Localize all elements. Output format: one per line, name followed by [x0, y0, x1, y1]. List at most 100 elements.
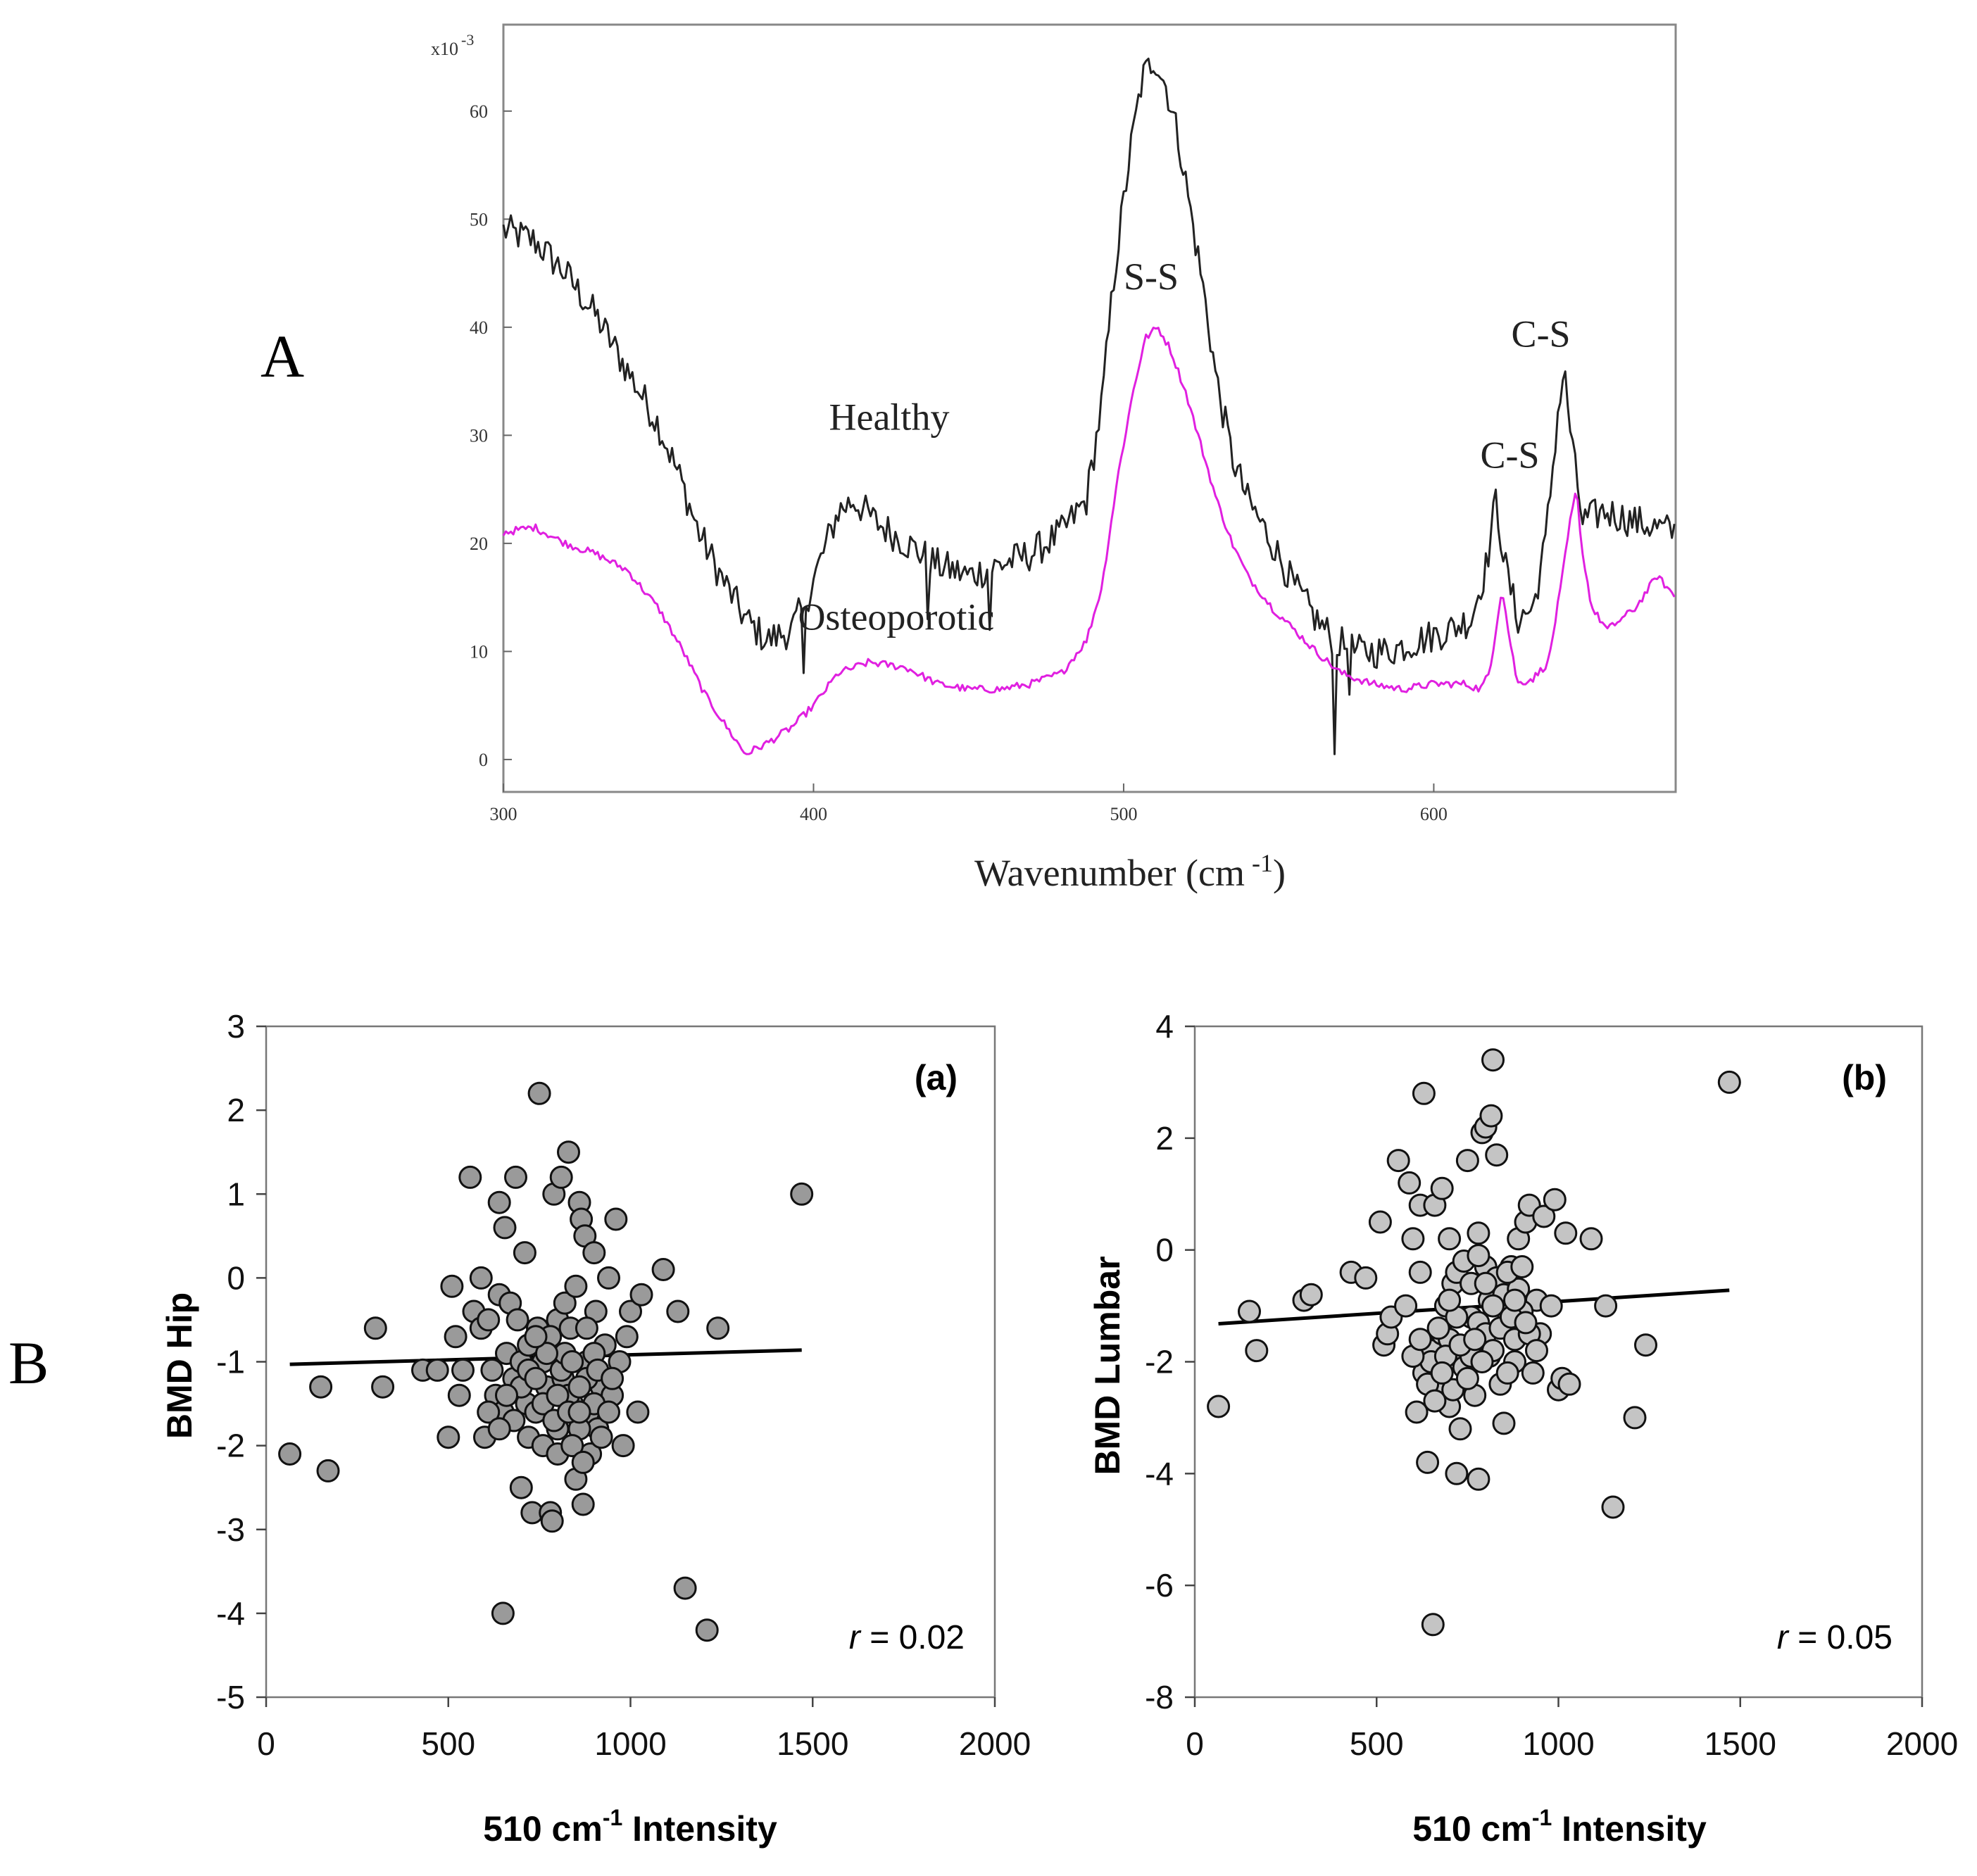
scatter-point — [1421, 1613, 1445, 1637]
spectrum-annotation: Healthy — [829, 396, 950, 439]
y-tick-label: -6 — [1145, 1567, 1174, 1604]
scatter-point — [363, 1316, 387, 1340]
x-tick-label: 2000 — [959, 1725, 1031, 1762]
spectrum-x-ticks: 300 400 500 600 — [490, 783, 1448, 824]
scatter-point — [1455, 1366, 1479, 1390]
scatter-point — [524, 1366, 548, 1390]
scatter-point — [506, 1308, 529, 1332]
scatter-hip-r-number: = 0.02 — [860, 1619, 965, 1656]
scatter-point — [601, 1366, 625, 1390]
scatter-point — [1623, 1406, 1647, 1430]
scatter-hip-chart: 3 2 1 0 -1 -2 -3 -4 -5 0 500 1000 1500 2000 (a) r = … — [160, 1008, 1031, 1849]
x-tick-label: 1500 — [1705, 1725, 1776, 1762]
scatter-lumbar-x-axis-label: 510 cm-1 Intensity — [1412, 1805, 1707, 1849]
scatter-lumbar-r-value: r = 0.05 — [1777, 1619, 1893, 1656]
y-tick-label: -4 — [216, 1595, 245, 1632]
scatter-point — [513, 1241, 536, 1265]
scatter-point — [1503, 1288, 1526, 1312]
scatter-point — [509, 1475, 533, 1499]
scatter-point — [1398, 1171, 1421, 1195]
x-tick-label: 500 — [1350, 1725, 1404, 1762]
y-tick-label: 0 — [1155, 1232, 1174, 1268]
scatter-point — [437, 1425, 460, 1449]
scatter-point — [491, 1601, 515, 1625]
scatter-point — [560, 1434, 584, 1458]
scatter-point — [444, 1325, 467, 1349]
scatter-lumbar-panel-tag: (b) — [1842, 1058, 1887, 1097]
scatter-point — [1412, 1081, 1436, 1105]
scatter-point — [597, 1266, 620, 1290]
scatter-point — [1492, 1411, 1516, 1435]
scatter-point — [589, 1425, 613, 1449]
scatter-point — [477, 1400, 501, 1424]
spectrum-plot-frame — [502, 23, 1677, 793]
spectrum-series — [502, 57, 1676, 755]
scatter-hip-y-ticks: 3 2 1 0 -1 -2 -3 -4 -5 — [216, 1008, 266, 1716]
scatter-point — [582, 1241, 606, 1265]
y-tick-label: -5 — [216, 1679, 245, 1716]
spectrum-y-tick-label: 50 — [470, 209, 488, 229]
y-tick-label: -2 — [216, 1428, 245, 1464]
scatter-hip-x-label-main: 510 cm — [483, 1809, 603, 1849]
scatter-point — [1299, 1283, 1323, 1307]
spectrum-chart: 0 10 20 30 40 50 60 300 400 500 600 Healthy Osteop… — [431, 23, 1677, 894]
scatter-point — [1438, 1227, 1462, 1251]
scatter-point — [1245, 1339, 1269, 1363]
scatter-point — [1601, 1495, 1625, 1519]
spectrum-y-ticks: 0 10 20 30 40 50 60 — [470, 101, 512, 770]
scatter-hip-y-axis-label: BMD Hip — [160, 1292, 199, 1439]
spectrum-annotation: Osteoporotic — [798, 596, 994, 638]
scatter-point — [1543, 1188, 1567, 1211]
scatter-point — [1386, 1149, 1410, 1173]
scatter-point — [567, 1400, 591, 1424]
spectrum-x-tick-label: 300 — [490, 804, 517, 824]
scatter-point — [666, 1299, 690, 1323]
y-tick-label: 4 — [1155, 1008, 1174, 1045]
scatter-hip-r-symbol: r — [849, 1619, 862, 1656]
scatter-point — [316, 1459, 340, 1482]
scatter-hip-x-ticks: 0 500 1000 1500 2000 — [257, 1697, 1031, 1762]
x-tick-label: 500 — [421, 1725, 475, 1762]
scatter-hip-r-value: r = 0.02 — [849, 1619, 965, 1656]
spectrum-y-tick-label: 20 — [470, 534, 488, 554]
scatter-point — [524, 1325, 548, 1349]
scatter-point — [1554, 1221, 1578, 1245]
scatter-point — [1354, 1266, 1378, 1290]
scatter-lumbar-r-number: = 0.05 — [1788, 1619, 1893, 1656]
scatter-point — [1448, 1417, 1472, 1441]
scatter-point — [527, 1081, 551, 1105]
scatter-point — [480, 1358, 504, 1382]
scatter-point — [604, 1207, 628, 1231]
scatter-point — [477, 1308, 501, 1332]
scatter-point — [619, 1299, 642, 1323]
x-tick-label: 1500 — [777, 1725, 848, 1762]
scatter-point — [1474, 1271, 1498, 1295]
spectrum-x-label-main: Wavenumber (cm — [974, 852, 1245, 894]
y-tick-label: -8 — [1145, 1679, 1174, 1716]
scatter-point — [504, 1165, 527, 1189]
scatter-point — [790, 1182, 814, 1206]
scatter-point — [695, 1618, 719, 1642]
spectrum-annotation: C-S — [1481, 434, 1540, 476]
scatter-point — [1463, 1328, 1487, 1352]
spectrum-y-tick-label: 40 — [470, 317, 488, 338]
scatter-lumbar-r-symbol: r — [1777, 1619, 1790, 1656]
scatter-point — [1481, 1294, 1505, 1318]
scatter-point — [1238, 1299, 1261, 1323]
scatter-point — [1510, 1255, 1534, 1278]
scatter-point — [571, 1450, 595, 1474]
scatter-lumbar-x-label-main: 510 cm — [1412, 1809, 1532, 1849]
x-tick-label: 0 — [1186, 1725, 1204, 1762]
scatter-point — [495, 1383, 518, 1407]
scatter-point — [440, 1274, 464, 1298]
x-tick-label: 2000 — [1886, 1725, 1958, 1762]
spectrum-y-multiplier-exp: -3 — [461, 31, 474, 49]
scatter-point — [1467, 1221, 1490, 1245]
spectrum-annotation: C-S — [1512, 313, 1571, 355]
spectrum-x-tick-label: 600 — [1420, 804, 1448, 824]
scatter-point — [560, 1350, 584, 1373]
scatter-point — [629, 1283, 653, 1307]
scatter-point — [1430, 1361, 1454, 1385]
spectrum-y-tick-label: 30 — [470, 425, 488, 446]
scatter-point — [1467, 1467, 1490, 1491]
